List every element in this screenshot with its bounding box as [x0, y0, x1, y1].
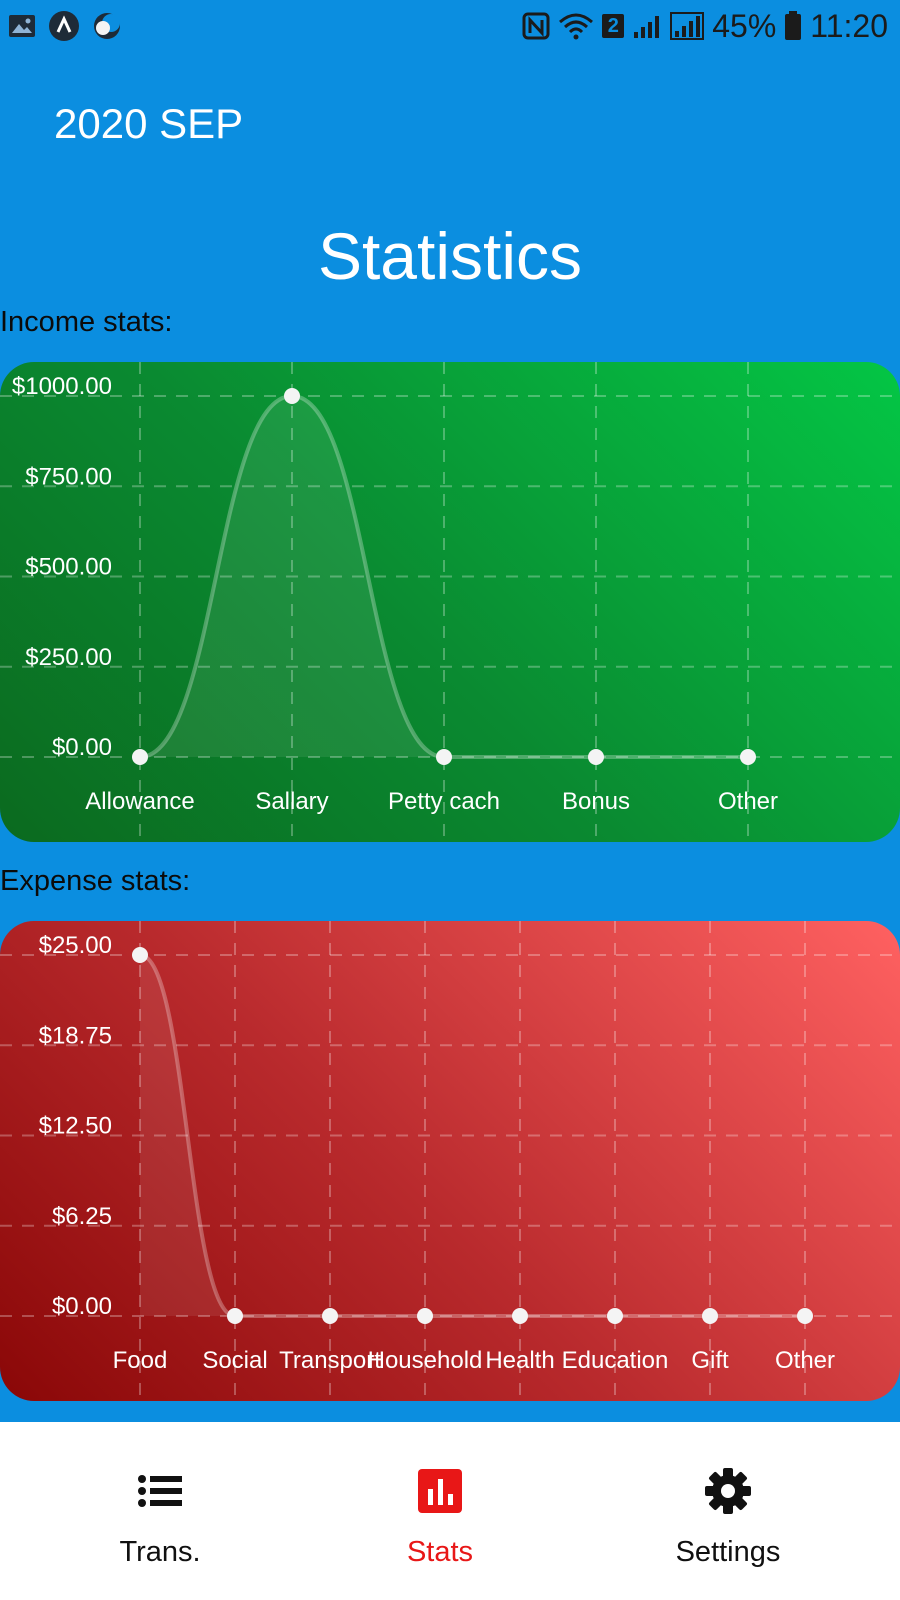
data-point [132, 947, 148, 963]
x-tick-label: Petty cach [388, 788, 500, 815]
nav-item-settings[interactable]: Settings [578, 1422, 878, 1600]
data-point [702, 1308, 718, 1324]
status-bar: 2 45% 11:20 [0, 0, 900, 52]
x-tick-label: Other [775, 1347, 835, 1374]
y-tick-label: $6.25 [52, 1203, 112, 1230]
series-area [140, 396, 748, 757]
nav-label: Trans. [119, 1536, 201, 1568]
y-tick-label: $25.00 [39, 932, 112, 959]
data-point [740, 749, 756, 765]
x-tick-label: Bonus [562, 788, 630, 815]
y-tick-label: $750.00 [25, 463, 112, 490]
nav-item-stats[interactable]: Stats [290, 1422, 590, 1600]
income-stats-label: Income stats: [0, 306, 173, 338]
data-point [322, 1308, 338, 1324]
y-tick-label: $12.50 [39, 1113, 112, 1140]
gear-icon [704, 1466, 752, 1516]
battery-icon [784, 11, 802, 41]
signal-icon [632, 12, 662, 40]
y-tick-label: $250.00 [25, 644, 112, 671]
month-selector[interactable]: 2020 SEP [54, 100, 244, 147]
data-point [588, 749, 604, 765]
battery-percent: 45% [712, 7, 777, 44]
page-title: Statistics [317, 219, 583, 293]
series-area [140, 955, 805, 1316]
data-point [436, 749, 452, 765]
signal-icon [670, 11, 705, 41]
x-tick-label: Social [202, 1347, 267, 1374]
x-tick-label: Transport [279, 1347, 381, 1374]
data-point [512, 1308, 528, 1324]
x-tick-label: Education [562, 1347, 669, 1374]
x-tick-label: Health [485, 1347, 554, 1374]
expense-stats-label: Expense stats: [0, 865, 191, 897]
data-point [417, 1308, 433, 1324]
bar-chart-icon [418, 1466, 462, 1516]
data-point [227, 1308, 243, 1324]
bottom-navigation: Trans. Stats [0, 1422, 900, 1600]
x-tick-label: Allowance [85, 788, 194, 815]
y-tick-label: $1000.00 [12, 373, 112, 400]
x-tick-label: Household [368, 1347, 483, 1374]
income-chart-svg: $0.00 $250.00 $500.00 $750.00 $1000.00 Allowa… [0, 362, 900, 842]
x-tick-label: Food [113, 1347, 168, 1374]
nav-label: Settings [675, 1536, 781, 1568]
y-tick-label: $0.00 [52, 734, 112, 761]
data-point [132, 749, 148, 765]
x-tick-label: Gift [691, 1347, 729, 1374]
night-mode-icon [92, 11, 122, 41]
nav-label: Stats [406, 1536, 474, 1568]
series-line [139, 393, 748, 760]
clock: 11:20 [810, 7, 888, 44]
wifi-icon [558, 12, 594, 40]
income-chart: $0.00 $250.00 $500.00 $750.00 $1000.00 Allowa… [0, 362, 900, 842]
gallery-icon [8, 14, 36, 38]
sim-badge: 2 [602, 14, 625, 38]
nfc-icon [522, 12, 550, 40]
x-tick-label: Sallary [255, 788, 328, 815]
expense-chart: $0.00 $6.25 $12.50 $18.75 $25.00 Food Social Tr… [0, 921, 900, 1401]
data-point [607, 1308, 623, 1324]
data-point [797, 1308, 813, 1324]
y-tick-label: $18.75 [39, 1022, 112, 1049]
y-tick-label: $500.00 [25, 554, 112, 581]
y-tick-label: $0.00 [52, 1293, 112, 1320]
data-point [284, 388, 300, 404]
app-a-icon [48, 10, 80, 42]
list-icon [138, 1466, 182, 1516]
nav-item-trans[interactable]: Trans. [10, 1422, 310, 1600]
expense-chart-svg: $0.00 $6.25 $12.50 $18.75 $25.00 Food Social Tr… [0, 921, 900, 1401]
x-tick-label: Other [718, 788, 778, 815]
